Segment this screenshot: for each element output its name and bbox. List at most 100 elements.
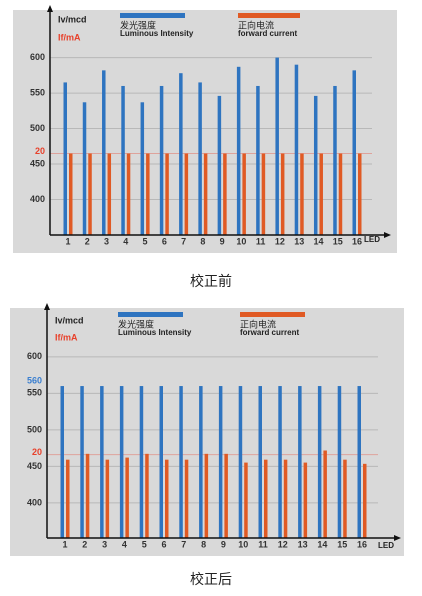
x-tick-label: 7 xyxy=(181,236,186,246)
bar xyxy=(238,386,243,538)
legend-sublabel: Luminous Intensity xyxy=(120,29,194,38)
bar xyxy=(139,386,144,538)
bar xyxy=(100,386,104,538)
x-tick-label: 6 xyxy=(161,539,166,549)
y-arrow xyxy=(44,303,50,310)
bar xyxy=(198,82,202,235)
bar xyxy=(146,153,150,235)
x-tick-label: 2 xyxy=(85,236,90,246)
legend-sublabel: forward current xyxy=(238,29,297,38)
bar xyxy=(242,153,246,235)
y-tick-label: 450 xyxy=(30,158,45,168)
bar xyxy=(204,453,209,538)
y2-axis-label: If/mA xyxy=(58,32,81,42)
legend-swatch xyxy=(120,13,185,18)
bar xyxy=(165,153,169,235)
y-tick-label: 500 xyxy=(30,123,45,133)
bar xyxy=(119,386,124,538)
bar xyxy=(258,386,262,538)
x-tick-label: 14 xyxy=(317,539,327,549)
legend-label: 正向电流 xyxy=(240,318,276,329)
x-tick-label: 15 xyxy=(337,539,347,549)
x-tick-label: 12 xyxy=(275,236,285,246)
y-tick-label: 500 xyxy=(27,424,42,434)
bar xyxy=(333,85,337,235)
bar xyxy=(145,453,149,538)
bar xyxy=(102,70,106,236)
x-tick-label: 8 xyxy=(201,539,206,549)
y-tick-label: 400 xyxy=(27,497,42,507)
bar xyxy=(159,85,164,235)
bar xyxy=(358,153,362,235)
x-tick-label: 16 xyxy=(357,539,367,549)
x-tick-label: 14 xyxy=(313,236,323,246)
bar xyxy=(275,57,279,236)
bar xyxy=(199,386,203,538)
bar xyxy=(88,153,92,235)
y-tick-label: 600 xyxy=(30,52,45,62)
x-tick-label: 2 xyxy=(82,539,87,549)
x-tick-label: 15 xyxy=(333,236,343,246)
x-tick-label: 3 xyxy=(104,236,109,246)
bar xyxy=(159,386,163,538)
bar xyxy=(80,386,84,538)
y2-axis-label: If/mA xyxy=(55,332,78,342)
bar xyxy=(278,386,282,538)
bar xyxy=(82,102,87,236)
bar xyxy=(107,153,112,235)
y2-tick-label: 20 xyxy=(32,447,42,457)
legend-swatch xyxy=(240,312,305,317)
bar xyxy=(294,64,299,235)
y-axis-label: Iv/mcd xyxy=(55,315,84,325)
legend-label: 发光强度 xyxy=(120,19,156,30)
x-tick-label: 16 xyxy=(352,236,362,246)
y-arrow xyxy=(47,5,53,12)
bar xyxy=(179,386,183,538)
x-arrow xyxy=(394,535,401,541)
y-tick-label: 550 xyxy=(27,388,42,398)
bar xyxy=(244,462,248,538)
bar xyxy=(236,66,241,235)
legend-sublabel: Luminous Intensity xyxy=(118,328,192,337)
bar xyxy=(313,95,318,235)
x-tick-label: 1 xyxy=(65,236,70,246)
bar xyxy=(60,386,64,538)
x-tick-label: 6 xyxy=(162,236,167,246)
bar xyxy=(261,153,266,235)
legend-label: 正向电流 xyxy=(238,19,274,30)
x-axis-label: LED xyxy=(378,541,394,550)
legend-label: 发光强度 xyxy=(118,318,154,329)
bar xyxy=(223,153,227,235)
x-tick-label: 10 xyxy=(238,539,248,549)
y2-tick-label: 20 xyxy=(35,146,45,156)
bar xyxy=(357,386,361,538)
x-arrow xyxy=(384,232,391,238)
bar xyxy=(319,153,323,235)
x-tick-label: 4 xyxy=(123,236,128,246)
bar xyxy=(63,82,67,235)
bar xyxy=(303,462,308,538)
bar xyxy=(217,95,222,235)
y-tick-label: 550 xyxy=(30,87,45,97)
x-tick-label: 11 xyxy=(256,236,266,246)
bar xyxy=(203,153,208,235)
bar xyxy=(337,386,342,538)
y-tick-label: 450 xyxy=(27,461,42,471)
bar xyxy=(121,85,125,235)
y-marker-label: 560 xyxy=(27,375,42,385)
bar xyxy=(184,459,189,538)
bar xyxy=(256,85,260,235)
x-tick-label: 13 xyxy=(294,236,304,246)
bar xyxy=(280,153,285,235)
x-tick-label: 4 xyxy=(122,539,127,549)
legend-sublabel: forward current xyxy=(240,328,299,337)
x-tick-label: 9 xyxy=(220,236,225,246)
x-tick-label: 5 xyxy=(143,236,148,246)
bar xyxy=(300,153,304,235)
bar xyxy=(66,459,70,538)
y-axis-label: Iv/mcd xyxy=(58,14,87,24)
y-tick-label: 600 xyxy=(27,351,42,361)
bar xyxy=(184,153,189,235)
bar xyxy=(343,459,347,538)
